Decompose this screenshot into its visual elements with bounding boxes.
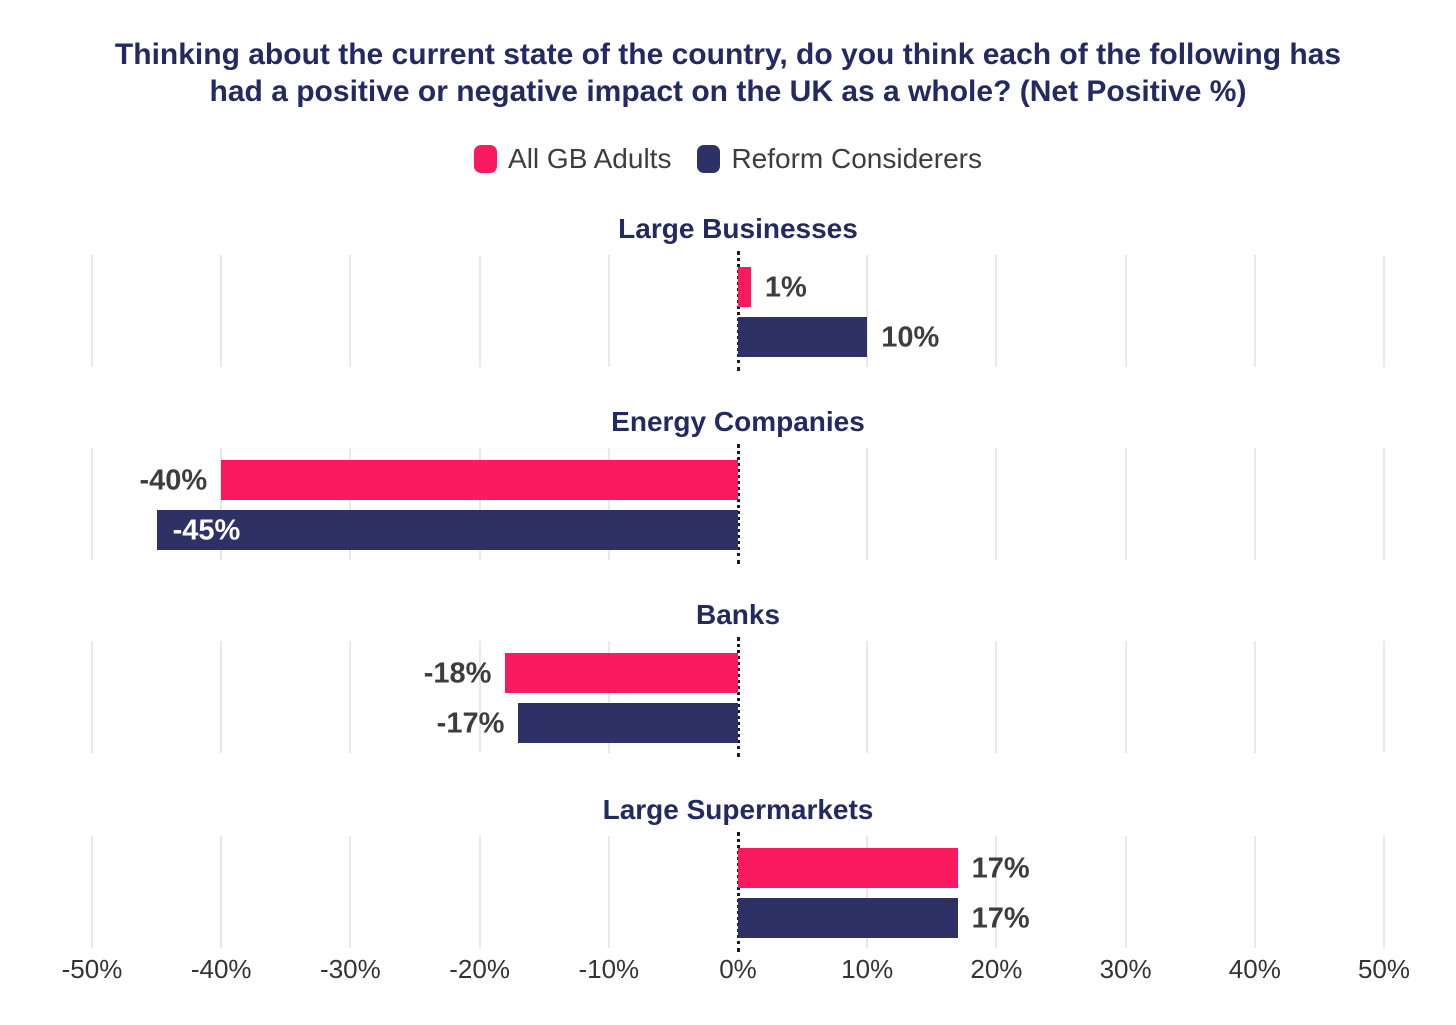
bar-value-label: -40%: [139, 464, 208, 497]
gridline: [1124, 836, 1127, 948]
gridline: [866, 641, 869, 753]
x-tick-label: -30%: [320, 954, 381, 984]
gridline: [866, 448, 869, 560]
gridline: [1253, 255, 1256, 367]
bar-value-label: -18%: [423, 657, 492, 690]
legend-item-reform-considerers: Reform Considerers: [697, 143, 982, 175]
gridline: [607, 255, 610, 367]
facet-plot-large-supermarkets: 17% 17%: [91, 832, 1385, 952]
gridline: [349, 448, 352, 560]
gridline: [478, 448, 481, 560]
gridline: [1124, 641, 1127, 753]
x-tick-label: 30%: [1099, 954, 1152, 984]
facet-title-large-businesses: Large Businesses: [618, 213, 858, 244]
x-axis: -50% -40% -30% -20% -10% 0% 10% 20% 30% 40% 50%: [0, 954, 1456, 988]
bar-reform-considerers: [738, 898, 958, 938]
gridline: [349, 836, 352, 948]
gridline: [995, 255, 998, 367]
bar-value-label: -45%: [172, 514, 241, 547]
gridline: [1253, 641, 1256, 753]
chart-title-line1: Thinking about the current state of the …: [114, 38, 1342, 71]
gridline: [91, 448, 93, 560]
chart-title-line2: had a positive or negative impact on the…: [209, 75, 1247, 108]
facet-plot-energy-companies: -40% -45%: [91, 444, 1385, 564]
zero-baseline: [736, 444, 740, 564]
zero-baseline: [736, 251, 740, 371]
bar-reform-considerers: [738, 317, 868, 357]
gridline: [1383, 641, 1385, 753]
facet-title-banks: Banks: [695, 599, 781, 630]
gridline: [607, 641, 610, 753]
zero-baseline: [736, 832, 740, 952]
bar-all-gb-adults: [221, 460, 738, 500]
bar-value-label: 17%: [971, 902, 1030, 935]
gridline: [866, 255, 869, 367]
bar-value-label: 10%: [881, 321, 940, 354]
legend: All GB Adults Reform Considerers: [0, 143, 1456, 175]
bar-all-gb-adults: [738, 848, 958, 888]
x-tick-label: -20%: [449, 954, 510, 984]
gridline: [1383, 836, 1385, 948]
bar-reform-considerers: [518, 703, 738, 743]
gridline: [866, 836, 869, 948]
facet-title-large-supermarkets: Large Supermarkets: [602, 794, 874, 825]
legend-label: All GB Adults: [508, 143, 672, 174]
gridline: [91, 641, 93, 753]
gridline: [995, 836, 998, 948]
gridline: [220, 641, 223, 753]
gridline: [220, 836, 223, 948]
gridline: [220, 448, 223, 560]
x-tick-label: -40%: [190, 954, 252, 984]
gridline: [91, 836, 93, 948]
legend-swatch-navy-icon: [697, 145, 721, 173]
gridline: [91, 255, 93, 367]
legend-label: Reform Considerers: [731, 143, 982, 174]
bar-all-gb-adults: [505, 653, 738, 693]
zero-baseline: [736, 637, 740, 757]
gridline: [349, 255, 352, 367]
gridline: [607, 448, 610, 560]
gridline: [478, 641, 481, 753]
bar-all-gb-adults: [738, 267, 751, 307]
gridline: [1253, 448, 1256, 560]
x-tick-label: 40%: [1228, 954, 1281, 984]
bar-value-label: 1%: [764, 271, 807, 304]
gridline: [478, 255, 481, 367]
bar-value-label: 17%: [971, 852, 1030, 885]
facet-plot-large-businesses: 1% 10%: [91, 251, 1385, 371]
x-tick-label: 50%: [1357, 954, 1411, 984]
gridline: [220, 255, 223, 367]
legend-item-all-gb-adults: All GB Adults: [474, 143, 671, 175]
x-tick-label: 0%: [719, 954, 757, 984]
bar-reform-considerers: [156, 510, 738, 550]
gridline: [478, 836, 481, 948]
gridline: [1124, 255, 1127, 367]
x-tick-label: -10%: [578, 954, 640, 984]
chart-title: Thinking about the current state of the …: [0, 36, 1456, 110]
gridline: [995, 448, 998, 560]
gridline: [1124, 448, 1127, 560]
facet-title-energy-companies: Energy Companies: [611, 406, 865, 437]
gridline: [607, 836, 610, 948]
x-tick-label: 20%: [970, 954, 1023, 984]
x-tick-label: -50%: [61, 954, 123, 984]
gridline: [995, 641, 998, 753]
gridline: [1383, 255, 1385, 367]
bar-value-label: -17%: [436, 707, 505, 740]
legend-swatch-pink-icon: [474, 145, 498, 173]
gridline: [1383, 448, 1385, 560]
x-tick-label: 10%: [841, 954, 894, 984]
gridline: [349, 641, 352, 753]
facet-plot-banks: -18% -17%: [91, 637, 1385, 757]
gridline: [1253, 836, 1256, 948]
